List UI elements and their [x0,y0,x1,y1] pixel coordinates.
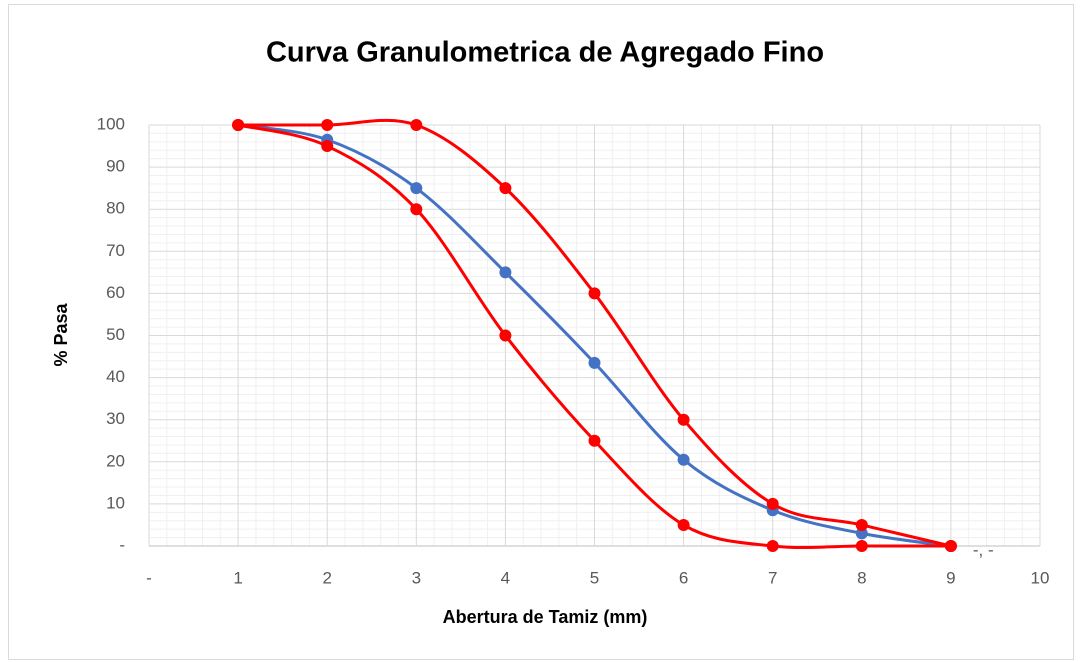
marker [677,413,690,426]
marker [766,540,779,552]
series-line [237,123,951,550]
x-tick-label: 2 [322,568,331,587]
x-tick-label: 9 [946,568,955,587]
x-tick-label: 1 [233,568,242,587]
marker [855,540,868,552]
x-tick-label: 5 [590,568,599,587]
x-tick-label: 7 [768,568,777,587]
x-tick-label: - [146,568,152,587]
x-tick-label: 3 [412,568,421,587]
marker [410,182,423,195]
y-tick-label: 80 [106,199,125,218]
marker [855,518,868,531]
annotation: -, - [973,540,994,559]
y-tick-label: 50 [106,325,125,344]
y-tick-label: 10 [106,493,125,512]
x-tick-label: 10 [1031,568,1050,587]
y-tick-label: 30 [106,409,125,428]
y-tick-label: 40 [106,367,125,386]
chart-title: Curva Granulometrica de Agregado Fino [266,37,824,69]
marker [588,356,601,369]
marker [766,497,779,510]
marker [499,329,512,342]
marker [588,434,601,447]
marker [677,453,690,466]
marker [232,119,245,131]
marker [321,140,334,153]
marker [499,182,512,195]
marker [944,540,957,552]
x-tick-label: 4 [501,568,510,587]
x-tick-label: 8 [857,568,866,587]
marker [321,119,334,131]
y-tick-label: 60 [106,283,125,302]
y-tick-label: 100 [97,114,125,133]
marker [855,527,868,540]
y-tick-label: 20 [106,451,125,470]
marker [588,287,601,300]
y-tick-label: 90 [106,157,125,176]
marker [499,266,512,279]
y-axis-label: % Pasa [51,302,71,366]
marker [410,119,423,131]
marker [410,203,423,216]
y-tick-label: - [119,535,125,554]
marker [677,518,690,531]
y-tick-label: 70 [106,241,125,260]
x-tick-label: 6 [679,568,688,587]
x-axis-label: Abertura de Tamiz (mm) [443,607,648,627]
